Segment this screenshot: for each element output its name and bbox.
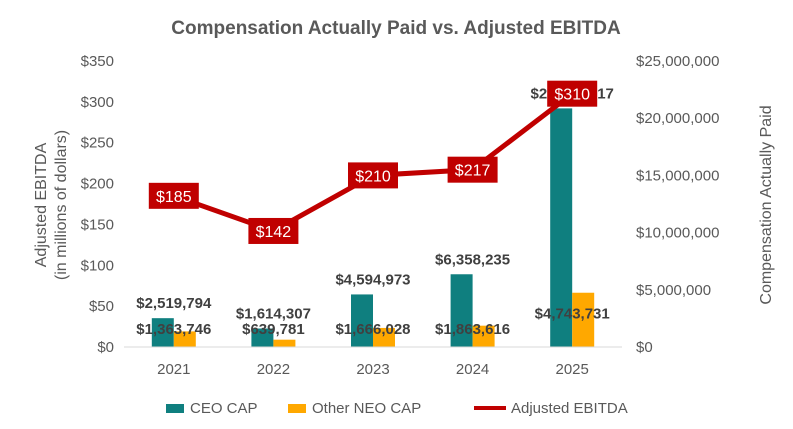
other-neo-cap-data-label: $1,666,028: [335, 321, 410, 338]
left-axis: $0 $50 $100 $150 $200 $250 $300 $350: [81, 53, 114, 356]
bar-other-neo-cap: [273, 339, 296, 347]
x-tick-label: 2022: [257, 361, 290, 378]
bar-other-neo-cap: [472, 325, 495, 347]
ebitda-data-label: $210: [355, 168, 391, 185]
right-tick-label: $20,000,000: [636, 110, 719, 127]
other-neo-cap-data-label: $4,743,731: [535, 306, 610, 323]
ebitda-label-box: [248, 217, 299, 244]
bar-ceo-cap: [151, 318, 174, 347]
ceo-cap-data-label: $1,614,307: [236, 306, 311, 323]
ebitda-data-label: $310: [554, 87, 590, 104]
ebitda-data-label: $217: [455, 163, 491, 180]
left-tick-label: $50: [89, 298, 114, 315]
bar-other-neo-cap: [572, 292, 595, 347]
bars: [151, 108, 595, 348]
left-tick-label: $150: [81, 216, 114, 233]
right-tick-label: $10,000,000: [636, 225, 719, 242]
data-labels: $2,519,794 $1,614,307 $4,594,973 $6,358,235…: [136, 80, 614, 338]
bar-other-neo-cap: [173, 331, 196, 347]
bar-ceo-cap: [351, 294, 373, 347]
x-tick-label: 2025: [556, 361, 589, 378]
x-tick-label: 2023: [356, 361, 389, 378]
bar-ceo-cap: [550, 108, 573, 348]
chart-title: Compensation Actually Paid vs. Adjusted …: [171, 18, 621, 39]
x-axis: 2021 2022 2023 2024 2025: [124, 346, 622, 378]
left-tick-label: $200: [81, 176, 114, 193]
legend-swatch-ceo-cap: [166, 404, 184, 413]
ebitda-series-line: [172, 91, 574, 234]
other-neo-cap-data-label: $1,363,746: [136, 321, 211, 338]
right-tick-label: $0: [636, 339, 653, 356]
legend: CEO CAP Other NEO CAP Adjusted EBITDA: [166, 400, 628, 417]
right-tick-label: $5,000,000: [636, 282, 711, 299]
right-axis-title: Compensation Actually Paid: [758, 105, 775, 304]
ceo-cap-data-label: $4,594,973: [335, 271, 410, 288]
other-neo-cap-data-label: $639,781: [242, 321, 305, 338]
right-axis: $0 $5,000,000 $10,000,000 $15,000,000 $20,00…: [636, 53, 719, 356]
right-tick-label: $15,000,000: [636, 167, 719, 184]
left-tick-label: $350: [81, 53, 114, 70]
ebitda-label-box: [447, 156, 498, 183]
ebitda-data-label: $185: [156, 189, 192, 206]
left-tick-label: $300: [81, 94, 114, 111]
ebitda-data-label: $142: [256, 224, 292, 241]
legend-label-ceo-cap: CEO CAP: [190, 400, 258, 417]
ceo-cap-data-label: $2,519,794: [136, 295, 212, 312]
left-tick-label: $0: [97, 339, 114, 356]
legend-label-adjusted-ebitda: Adjusted EBITDA: [511, 400, 628, 417]
ebitda-line: [172, 91, 574, 234]
right-tick-label: $25,000,000: [636, 53, 719, 70]
other-neo-cap-data-label: $1,863,616: [435, 321, 510, 338]
legend-label-other-neo-cap: Other NEO CAP: [312, 400, 421, 417]
left-tick-label: $250: [81, 135, 114, 152]
x-tick-label: 2024: [456, 361, 489, 378]
legend-swatch-other-neo-cap: [288, 404, 306, 413]
bar-ceo-cap: [450, 274, 473, 347]
ebitda-label-box: [148, 182, 199, 209]
bar-other-neo-cap: [373, 327, 395, 347]
ceo-cap-data-label: $6,358,235: [435, 251, 510, 268]
bar-ceo-cap: [251, 328, 274, 347]
ebitda-label-box: [348, 162, 398, 189]
x-tick-label: 2021: [157, 361, 190, 378]
left-tick-label: $100: [81, 257, 114, 274]
left-axis-title-line1: Adjusted EBITDA: [33, 142, 50, 267]
left-axis-title-line2: (in millions of dollars): [53, 130, 70, 280]
ebitda-label-box: [547, 80, 598, 107]
